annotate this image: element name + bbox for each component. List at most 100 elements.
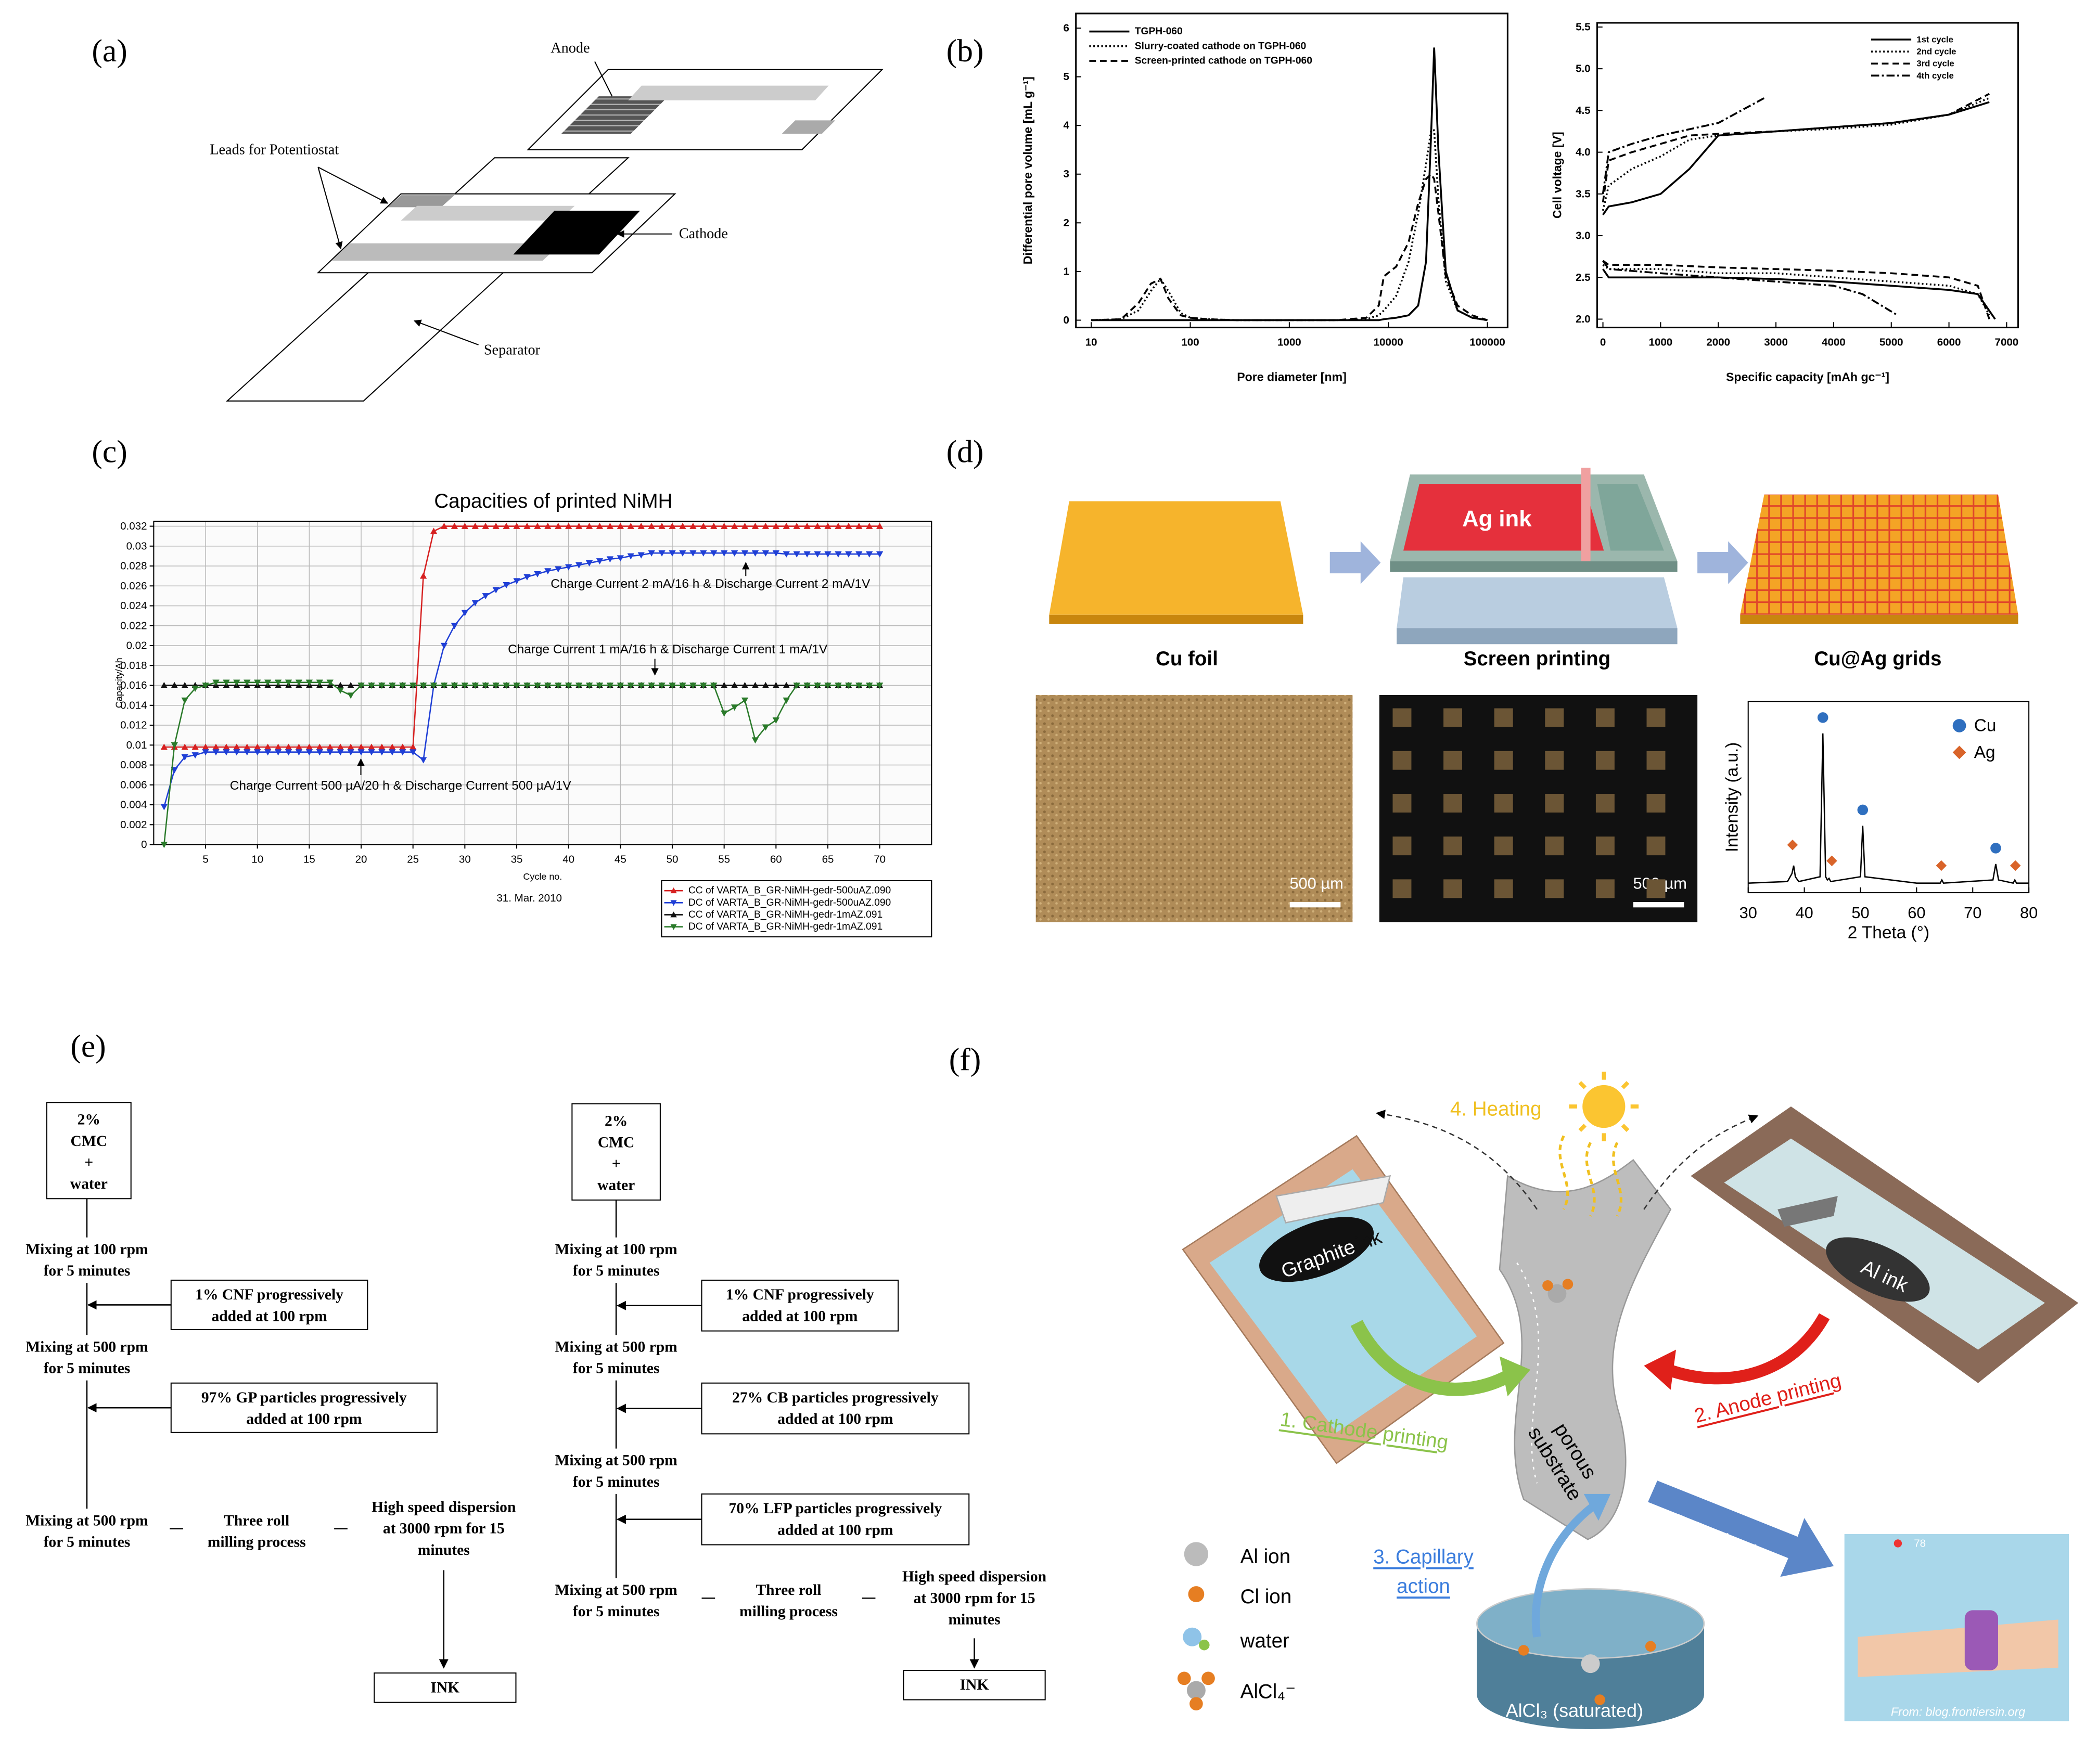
x-tick-label: 70 (1964, 904, 1981, 922)
data-point (171, 681, 178, 688)
data-point (648, 683, 655, 689)
data-point (741, 681, 749, 688)
data-line (1602, 268, 1996, 320)
data-point (617, 683, 624, 689)
grid-opening (1545, 793, 1564, 813)
data-point (513, 578, 520, 585)
caption: Cu@Ag grids (1814, 648, 1941, 670)
data-point (419, 683, 427, 689)
data-point (876, 683, 884, 689)
data-point (772, 681, 780, 688)
panel-label: (f) (949, 1042, 981, 1077)
y-tick-label: 3.0 (1576, 230, 1591, 242)
flow-text-line: 70% LFP particles progressively (729, 1500, 942, 1517)
data-point (585, 683, 593, 689)
data-point (191, 685, 199, 692)
flow-text: Mixing at 500 rpm for 5 minutes (25, 1338, 148, 1376)
y-tick-label: 3 (1063, 168, 1069, 180)
arrow-head (1583, 1493, 1611, 1521)
data-point (451, 623, 458, 629)
data-point (513, 683, 520, 689)
y-tick-label: 5.5 (1576, 21, 1591, 33)
data-point (700, 683, 707, 689)
data-point (264, 743, 272, 750)
arrow-head (1499, 1356, 1531, 1397)
flow-box (701, 1382, 970, 1435)
sun (1582, 1085, 1626, 1128)
x-tick-label: 50 (1851, 904, 1869, 922)
label: Cathode (679, 226, 728, 242)
data-point (783, 697, 790, 704)
data-point (347, 749, 354, 756)
legend-water (1183, 1627, 1202, 1646)
legend-label: TGPH-060 (1135, 26, 1183, 37)
flow-text-line: Three roll (756, 1582, 821, 1599)
step-label: 4. Heating (1450, 1098, 1542, 1121)
data-point (305, 679, 313, 686)
annotation: Charge Current 1 mA/16 h & Discharge Cur… (508, 642, 828, 656)
frame-edge (1390, 561, 1678, 572)
y-tick-label: 4 (1063, 120, 1069, 132)
x-tick-label: 40 (562, 853, 574, 865)
plot-frame (1596, 22, 2019, 329)
data-point (160, 681, 168, 688)
flow-text-line: High speed dispersion (372, 1499, 516, 1516)
legend-water (1199, 1639, 1210, 1651)
data-point (503, 582, 510, 589)
data-point (482, 522, 489, 529)
data-point (710, 683, 718, 689)
legend-label: Al ion (1240, 1546, 1290, 1568)
flow-text-line: 2% (78, 1112, 100, 1128)
data-point (461, 610, 469, 616)
source: From: blog.frontiersin.org (1891, 1705, 2025, 1719)
x-tick-label: 55 (718, 853, 730, 865)
data-point (855, 683, 863, 689)
data-point (565, 564, 572, 571)
data-point (866, 551, 873, 558)
x-tick-label: 30 (459, 853, 471, 865)
data-point (762, 681, 770, 688)
y-tick-label: 0 (141, 839, 147, 851)
data-point (202, 749, 209, 756)
legend-swatch (1952, 719, 1966, 732)
x-tick-label: 5000 (1879, 336, 1903, 348)
grid-opening (1392, 708, 1412, 727)
data-point (378, 749, 386, 756)
lead (782, 120, 836, 134)
pointer (317, 167, 343, 250)
data-point (326, 679, 334, 686)
scale-bar (1633, 902, 1684, 908)
data-point (399, 683, 406, 689)
data-point (223, 743, 230, 750)
data-point (803, 551, 811, 558)
x-tick-label: 2000 (1706, 336, 1730, 348)
data-point (575, 522, 583, 529)
x-tick-label: 100 (1181, 336, 1199, 348)
data-point (233, 749, 240, 756)
flow-text-line: for 5 minutes (573, 1603, 660, 1620)
arrow (1350, 1320, 1511, 1396)
x-tick-label: 10 (251, 853, 263, 865)
y-axis-label: Differential pore volume [mL g⁻¹] (1021, 76, 1034, 264)
data-point (751, 522, 759, 529)
peak-marker (1857, 804, 1869, 816)
data-point (720, 550, 728, 557)
watch-value: 78 (1914, 1537, 1926, 1549)
data-line (163, 552, 880, 807)
wrist (1858, 1619, 2058, 1677)
data-point (731, 681, 738, 688)
data-point (357, 749, 365, 756)
arrow (1648, 1480, 1834, 1577)
flow-text: Mixing at 500 rpm for 5 minutes (555, 1582, 677, 1620)
y-tick-label: 6 (1063, 22, 1069, 34)
data-point (741, 522, 749, 529)
data-point (191, 752, 199, 759)
data-point (264, 679, 272, 686)
data-point (410, 743, 417, 750)
legend-label: 4th cycle (1916, 71, 1953, 81)
flow-text: Three roll milling process (739, 1582, 838, 1620)
data-point (845, 551, 852, 558)
plot-frame (153, 520, 932, 845)
flow-text-line: for 5 minutes (573, 1474, 660, 1490)
grid-opening (1646, 836, 1666, 856)
